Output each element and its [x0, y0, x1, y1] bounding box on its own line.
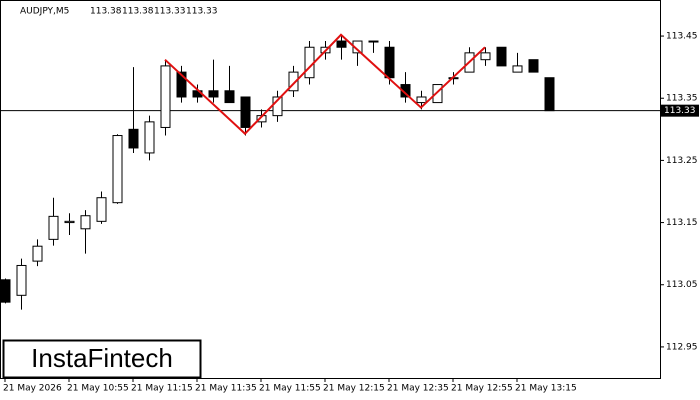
y-tick-label: 113.35 [666, 94, 698, 104]
x-tick-label: 21 May 12:35 [387, 384, 449, 394]
x-tick-label: 21 May 2026 [3, 384, 62, 394]
pattern-line [164, 33, 486, 136]
candle-body [528, 59, 539, 73]
y-tick-label: 113.45 [666, 32, 698, 42]
candle-body [0, 279, 11, 303]
x-tick-label: 21 May 12:55 [451, 384, 513, 394]
y-tick-label: 113.05 [666, 280, 698, 290]
symbol: AUDJPY,M5 [20, 7, 69, 17]
x-tick-label: 21 May 13:15 [515, 384, 577, 394]
current-price-label: 113.33 [664, 106, 696, 116]
candle-body [144, 121, 155, 154]
candle-body [208, 90, 219, 98]
candle-body [336, 40, 347, 48]
ohlc-high: 113.38 [122, 7, 154, 17]
candle-body [416, 96, 427, 104]
candle-body [32, 245, 43, 262]
x-tick-label: 21 May 11:35 [195, 384, 257, 394]
ohlc-open: 113.38 [90, 7, 122, 17]
x-tick-label: 21 May 11:55 [259, 384, 321, 394]
current-price-box [661, 104, 699, 117]
candle-body [16, 264, 27, 296]
y-tick-label: 113.15 [666, 218, 698, 228]
candle-body [432, 84, 443, 104]
candle-body [240, 96, 251, 128]
logo-box [2, 339, 202, 379]
candle-body [96, 197, 107, 222]
y-tick-label: 112.95 [666, 342, 698, 352]
candle-body [480, 52, 491, 61]
candle-body [496, 46, 507, 67]
candle-body [224, 90, 235, 104]
candle-body [112, 135, 123, 204]
candle-body [544, 77, 555, 112]
candle-body [64, 220, 75, 224]
candle-body [288, 71, 299, 92]
candle-body [272, 96, 283, 117]
logo: InstaFintech [31, 343, 173, 373]
ohlc-close: 113.33 [186, 7, 218, 17]
candle-body [400, 84, 411, 98]
candle-body [384, 46, 395, 79]
x-tick-label: 21 May 10:55 [67, 384, 129, 394]
candle-body [176, 71, 187, 98]
candle-body [128, 128, 139, 149]
candle-body [368, 40, 379, 43]
candle-body [304, 46, 315, 79]
candle-body [160, 65, 171, 128]
plot-frame [0, 0, 661, 379]
candle-body [48, 215, 59, 240]
ohlc-low: 113.33 [154, 7, 186, 17]
candle-body [512, 65, 523, 73]
x-tick-label: 21 May 12:15 [323, 384, 385, 394]
candle-body [80, 215, 91, 230]
y-tick-label: 113.25 [666, 156, 698, 166]
x-tick-label: 21 May 11:15 [131, 384, 193, 394]
